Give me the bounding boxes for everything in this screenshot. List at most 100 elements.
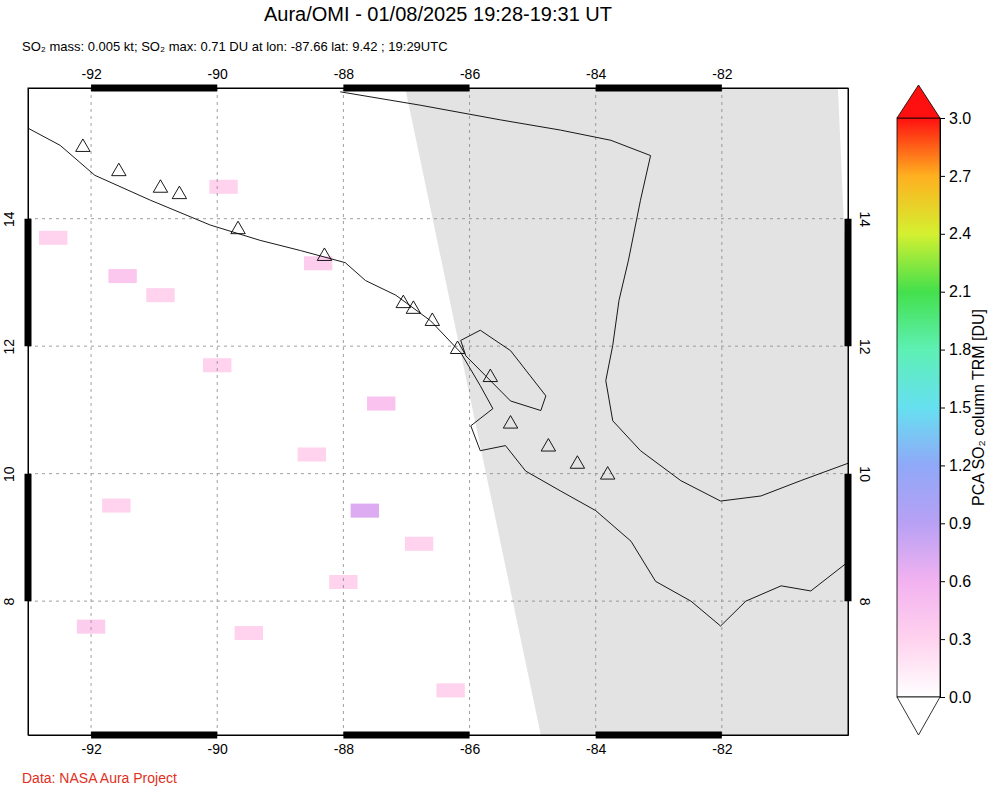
tick-label: -90	[208, 741, 228, 757]
volcano	[76, 139, 90, 151]
tick: -92	[81, 735, 101, 757]
volcano	[396, 295, 410, 307]
tick: 12	[1, 339, 28, 355]
tick-mark	[940, 118, 945, 119]
tick: 10	[848, 466, 873, 482]
title: Aura/OMI - 01/08/2025 19:28-19:31 UT	[264, 3, 612, 25]
so2-pixel	[351, 504, 379, 518]
grid-line	[469, 88, 470, 735]
footer: Data: NASA Aura Project	[22, 770, 177, 786]
so2-pixel	[367, 397, 395, 411]
tick-mark	[940, 465, 945, 466]
tick-label: 0.3	[949, 631, 971, 648]
tick: 2.4	[940, 225, 971, 242]
tick-label: 1.8	[949, 341, 971, 358]
tick: -88	[334, 66, 354, 88]
tick-mark	[940, 581, 945, 582]
axis-line	[941, 119, 946, 698]
grid-line	[28, 218, 848, 219]
colorbar: 0.00.30.60.91.21.51.82.12.42.73.0PCA SO₂…	[897, 85, 987, 735]
tick: 0.6	[940, 573, 971, 590]
grid-line	[343, 88, 344, 735]
volcano	[317, 248, 331, 260]
so2-pixel	[235, 626, 263, 640]
tick-label: 0.0	[949, 689, 971, 706]
tick-label: -90	[208, 66, 228, 82]
volcano	[231, 221, 245, 233]
tick-mark	[940, 234, 945, 235]
tick: -86	[460, 735, 480, 757]
tick-mark	[940, 176, 945, 177]
grid-line	[91, 88, 92, 735]
tick-label: -86	[460, 741, 480, 757]
tick: 2.7	[940, 168, 971, 185]
tick-label: -88	[334, 66, 354, 82]
coastline	[461, 330, 546, 410]
tick: 14	[848, 211, 873, 227]
tick-label: 10	[857, 466, 873, 482]
so2-pixel	[102, 499, 130, 513]
colorbar-axis: 0.0 0.3 0.6 0.9 1.2 1.5 1.8 2.1 2.4 2.7 3.0	[940, 110, 971, 706]
so2-pixel	[39, 231, 67, 245]
coastline	[28, 128, 848, 626]
grid-line	[28, 601, 848, 602]
tick: -82	[712, 66, 732, 88]
colorbar-arrow-top	[897, 85, 940, 118]
tick-label: -84	[586, 741, 606, 757]
grid-line	[217, 88, 218, 735]
tick-label: -82	[712, 741, 732, 757]
map-frame	[28, 88, 848, 735]
so2-pixel	[298, 448, 326, 462]
tick-label: -88	[334, 741, 354, 757]
axis-line	[848, 89, 849, 736]
volcano	[483, 369, 497, 381]
tick: 8	[1, 598, 28, 606]
volcano	[570, 456, 584, 468]
tick-label: 2.4	[949, 225, 971, 242]
tick: -82	[712, 735, 732, 757]
axis: -92-90-88-86-84-82	[29, 66, 849, 89]
axis-line	[28, 89, 29, 736]
tick-label: 1.5	[949, 399, 971, 416]
volcano	[172, 186, 186, 198]
volcano	[153, 180, 167, 192]
tick-label: -84	[586, 66, 606, 82]
volcano	[503, 416, 517, 428]
tick: -86	[460, 66, 480, 88]
axis: 8 10 12 14	[1, 89, 29, 736]
tick: 12	[848, 339, 873, 355]
map-area	[28, 88, 848, 735]
tick-label: 0.6	[949, 573, 971, 590]
so2-pixel	[108, 269, 136, 283]
tick: -90	[208, 735, 228, 757]
tick: 2.1	[940, 283, 971, 300]
tick: 1.2	[940, 457, 971, 474]
axis: 8 10 12 14	[848, 89, 873, 736]
tick-mark	[940, 523, 945, 524]
volcano	[425, 313, 439, 325]
tick-label: 0.9	[949, 515, 971, 532]
so2-pixel	[436, 683, 464, 697]
tick-label: 8	[857, 598, 873, 606]
tick: 10	[1, 466, 28, 482]
tick-mark	[940, 408, 945, 409]
no-data-region	[405, 88, 848, 735]
tick-label: 10	[1, 466, 17, 482]
volcano	[112, 163, 126, 175]
tick-label: 2.7	[949, 168, 971, 185]
tick: 14	[1, 211, 28, 227]
tick-label: -92	[81, 741, 101, 757]
tick-label: 2.1	[949, 283, 971, 300]
tick: -88	[334, 735, 354, 757]
tick-label: 3.0	[949, 110, 971, 127]
so2-pixel	[209, 180, 237, 194]
tick: -84	[586, 735, 606, 757]
tick-label: 8	[1, 598, 17, 606]
volcano	[600, 467, 614, 479]
tick: 1.8	[940, 341, 971, 358]
tick: 0.3	[940, 631, 971, 648]
tick-label: -86	[460, 66, 480, 82]
tick: 3.0	[940, 110, 971, 127]
volcano	[406, 301, 420, 313]
so2-pixel	[146, 288, 174, 302]
